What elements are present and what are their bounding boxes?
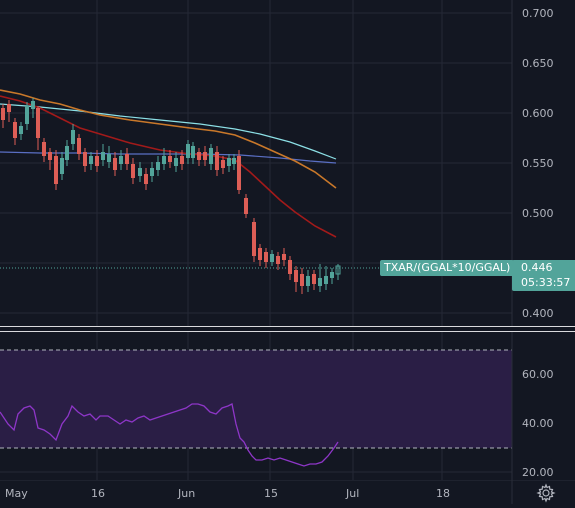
rsi-band <box>0 350 512 448</box>
price-tick: 0.650 <box>522 57 554 70</box>
price-tick: 0.500 <box>522 207 554 220</box>
time-tick: 16 <box>91 487 105 500</box>
last-price-value: 0.446 <box>521 261 553 274</box>
price-tick: 0.600 <box>522 107 554 120</box>
pane-divider[interactable] <box>0 326 575 332</box>
symbol-label: TXAR/(GGAL*10/GGAL) <box>380 260 515 276</box>
price-tick: 0.400 <box>522 307 554 320</box>
price-chart-pane[interactable]: 0.700 0.650 0.600 0.550 0.500 0.400 TXAR… <box>0 0 575 326</box>
rsi-pane[interactable]: 60.00 40.00 20.00 <box>0 332 575 480</box>
rsi-line <box>0 403 339 467</box>
time-tick: May <box>5 487 28 500</box>
candles <box>1 98 341 294</box>
time-axis-svg[interactable]: May 16 Jun 15 Jul 18 <box>0 479 575 504</box>
time-tick: Jun <box>177 487 195 500</box>
rsi-tick: 40.00 <box>522 417 554 430</box>
gear-icon[interactable] <box>536 483 556 503</box>
time-ticks: May 16 Jun 15 Jul 18 <box>5 487 450 500</box>
rsi-axis[interactable]: 60.00 40.00 20.00 <box>522 368 554 479</box>
bar-countdown: 05:33:57 <box>521 276 571 289</box>
price-tick: 0.700 <box>522 7 554 20</box>
price-chart-svg[interactable]: 0.700 0.650 0.600 0.550 0.500 0.400 <box>0 0 575 326</box>
time-tick: Jul <box>345 487 359 500</box>
time-tick: 18 <box>436 487 450 500</box>
ma-blue-line <box>0 151 337 164</box>
price-grid <box>0 0 512 326</box>
price-tick: 0.550 <box>522 157 554 170</box>
time-axis[interactable]: May 16 Jun 15 Jul 18 <box>0 479 575 504</box>
time-tick: 15 <box>264 487 278 500</box>
rsi-chart-svg[interactable]: 60.00 40.00 20.00 <box>0 332 575 480</box>
price-axis[interactable]: 0.700 0.650 0.600 0.550 0.500 0.400 <box>522 7 554 320</box>
rsi-tick: 60.00 <box>522 368 554 381</box>
ma-orange-line <box>0 89 337 189</box>
ma-cyan-line <box>0 103 337 160</box>
rsi-tick: 20.00 <box>522 466 554 479</box>
last-price-badge: 0.446 05:33:57 <box>512 260 575 291</box>
